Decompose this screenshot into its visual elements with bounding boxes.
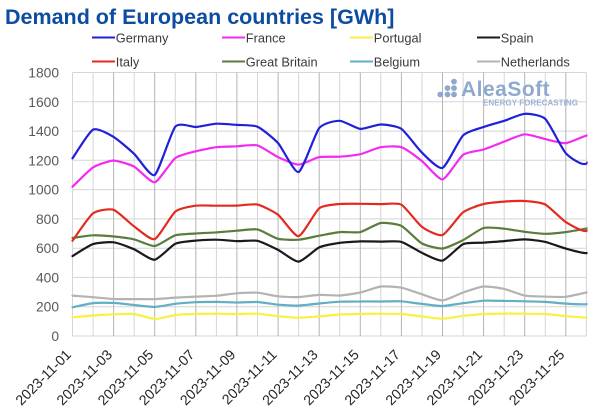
svg-text:1200: 1200 [28, 153, 59, 168]
svg-text:0: 0 [51, 329, 59, 344]
svg-text:800: 800 [36, 212, 59, 227]
svg-text:Spain: Spain [501, 30, 534, 45]
svg-text:Demand of European countries [: Demand of European countries [GWh] [5, 5, 394, 29]
svg-text:Italy: Italy [116, 54, 140, 69]
svg-text:Belgium: Belgium [374, 54, 420, 69]
svg-text:200: 200 [36, 300, 59, 315]
svg-text:400: 400 [36, 270, 59, 285]
svg-text:1800: 1800 [28, 66, 59, 81]
svg-text:1000: 1000 [28, 183, 59, 198]
svg-text:Germany: Germany [116, 30, 169, 45]
svg-text:AleaSoft: AleaSoft [461, 78, 550, 101]
svg-text:1600: 1600 [28, 95, 59, 110]
svg-text:ENERGY FORECASTING: ENERGY FORECASTING [483, 99, 578, 108]
svg-text:1400: 1400 [28, 124, 59, 139]
svg-text:France: France [246, 30, 286, 45]
svg-text:Portugal: Portugal [374, 30, 422, 45]
svg-text:Great Britain: Great Britain [246, 54, 318, 69]
svg-text:Netherlands: Netherlands [501, 54, 570, 69]
svg-text:600: 600 [36, 241, 59, 256]
